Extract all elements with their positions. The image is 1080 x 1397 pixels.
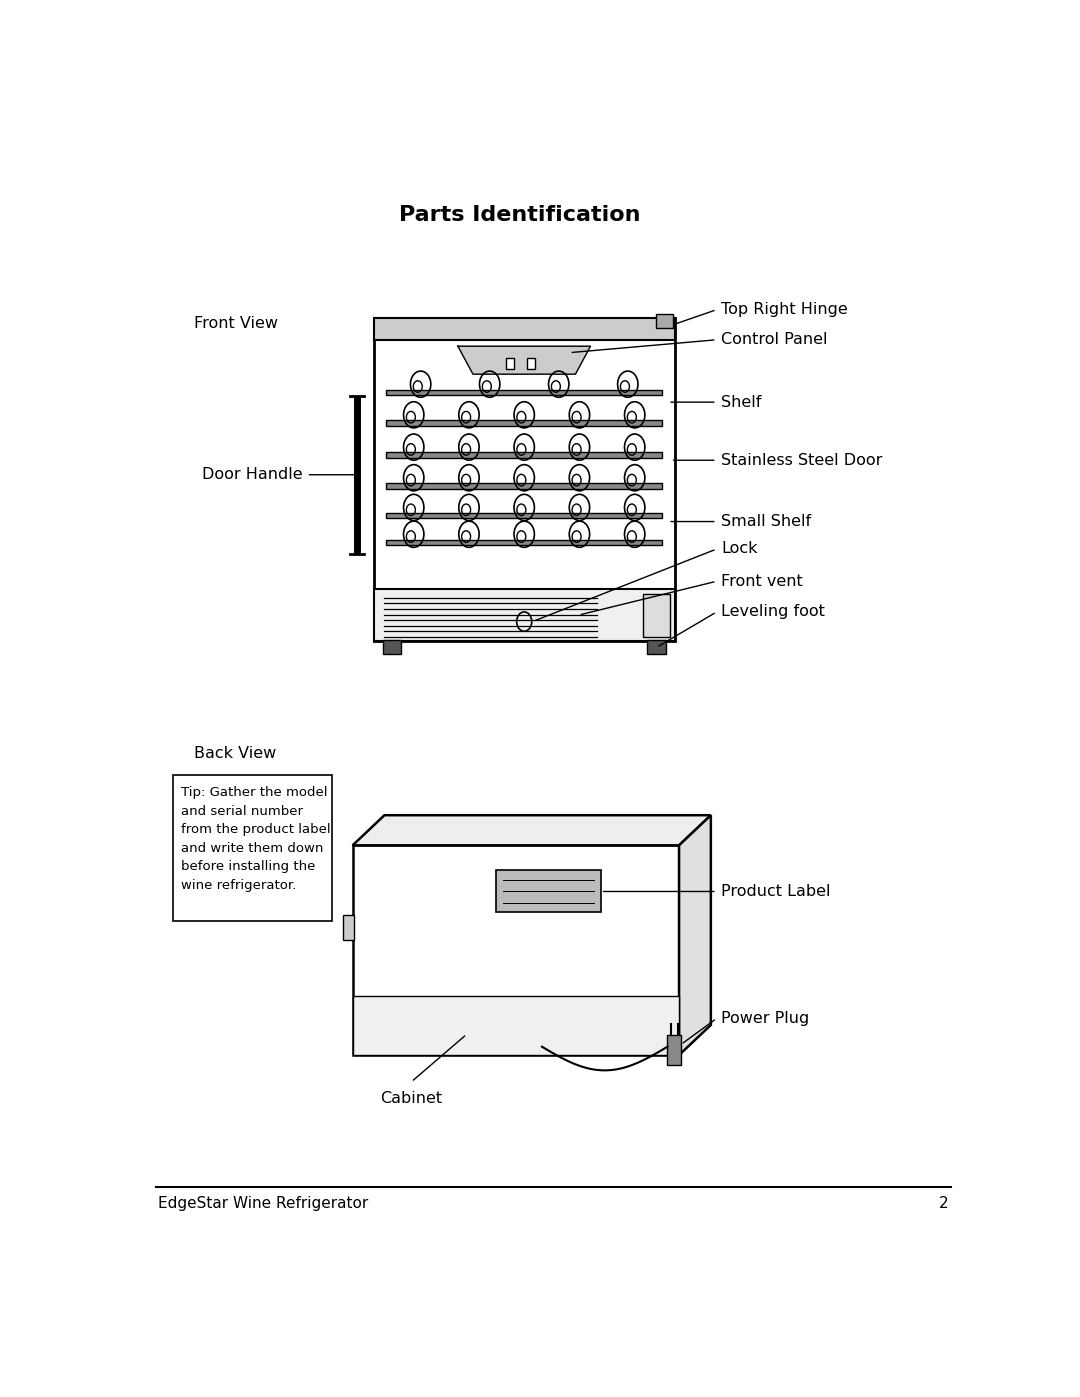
Bar — [173, 775, 332, 921]
Text: Stainless Steel Door: Stainless Steel Door — [721, 453, 882, 468]
Text: Top Right Hinge: Top Right Hinge — [721, 302, 848, 317]
Bar — [387, 453, 662, 458]
Bar — [505, 359, 514, 369]
Bar — [352, 996, 679, 1055]
Text: Front vent: Front vent — [721, 574, 802, 588]
Bar — [643, 594, 670, 637]
Bar — [374, 590, 675, 641]
Bar — [387, 420, 662, 426]
Bar — [352, 845, 679, 1055]
Text: Shelf: Shelf — [721, 394, 761, 409]
Text: EdgeStar Wine Refrigerator: EdgeStar Wine Refrigerator — [159, 1196, 368, 1211]
Bar — [527, 359, 536, 369]
Polygon shape — [679, 816, 711, 1055]
Bar — [387, 483, 662, 489]
Bar — [387, 539, 662, 545]
Text: Tip: Gather the model
and serial number
from the product label
and write them do: Tip: Gather the model and serial number … — [181, 787, 330, 891]
Text: Leveling foot: Leveling foot — [721, 605, 825, 619]
Bar — [496, 870, 600, 912]
Bar — [667, 1035, 680, 1065]
Bar — [647, 640, 665, 654]
Text: Lock: Lock — [721, 542, 757, 556]
Text: 2: 2 — [939, 1196, 948, 1211]
Text: Product Label: Product Label — [721, 884, 831, 900]
Polygon shape — [458, 346, 591, 374]
Bar — [382, 640, 401, 654]
Text: Power Plug: Power Plug — [721, 1011, 809, 1025]
Bar — [387, 390, 662, 395]
Bar — [342, 915, 354, 940]
Bar — [387, 513, 662, 518]
Text: Cabinet: Cabinet — [380, 1091, 443, 1105]
Text: Back View: Back View — [193, 746, 275, 761]
Text: Front View: Front View — [193, 316, 278, 331]
Bar — [374, 319, 675, 641]
Text: Control Panel: Control Panel — [721, 332, 827, 348]
Polygon shape — [352, 816, 711, 845]
Bar — [374, 319, 675, 339]
Text: Parts Identification: Parts Identification — [400, 205, 640, 225]
Text: Door Handle: Door Handle — [202, 467, 302, 482]
Text: Small Shelf: Small Shelf — [721, 514, 811, 529]
Bar — [657, 314, 673, 328]
